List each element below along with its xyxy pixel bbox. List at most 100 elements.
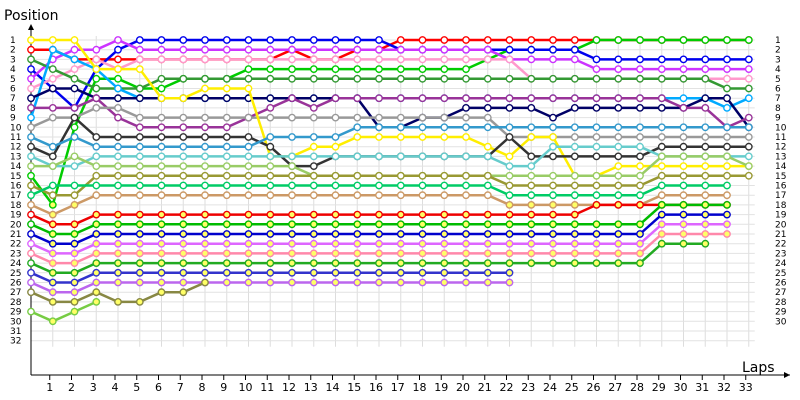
series-point (418, 65, 427, 74)
series-point (396, 74, 405, 83)
series-point (483, 142, 492, 151)
right-tick-label: 11 (775, 133, 786, 143)
y-tick-label: 25 (10, 269, 21, 279)
series-point (353, 36, 362, 44)
series-point (353, 74, 362, 83)
series-point (527, 74, 536, 83)
series-point (505, 278, 514, 287)
series-point (636, 152, 644, 161)
series-point (375, 55, 383, 64)
series-point (244, 55, 253, 64)
series-point (570, 230, 579, 238)
series-point (114, 133, 122, 141)
right-tick-label: 6 (775, 85, 781, 95)
series-point (27, 65, 35, 74)
right-tick-label: 30 (775, 317, 787, 327)
series-point (679, 200, 688, 209)
series-point (353, 133, 362, 141)
series-point (636, 171, 644, 180)
series-point (549, 200, 557, 209)
series-point (592, 239, 601, 248)
series-point (396, 94, 405, 103)
series-point (723, 104, 731, 112)
series-point (27, 142, 35, 151)
right-tick-label: 17 (775, 191, 786, 201)
series-point (309, 55, 318, 64)
series-point (418, 220, 427, 229)
x-tick-label: 10 (239, 381, 253, 394)
series-point (462, 239, 470, 248)
series-point (483, 210, 492, 219)
series-point (114, 84, 122, 93)
series-point (701, 55, 710, 64)
series-line (30, 106, 749, 139)
series-point (114, 259, 122, 267)
series-point (483, 104, 492, 112)
series-point (157, 55, 166, 64)
series-point (375, 239, 383, 248)
series-point (135, 36, 144, 44)
series-point (636, 104, 644, 112)
series-point (375, 268, 383, 277)
series-point (418, 123, 427, 132)
series-point (462, 268, 470, 277)
series-point (483, 278, 492, 287)
series-point (48, 200, 57, 209)
series-point (288, 181, 296, 190)
series-point (614, 249, 623, 258)
series-point (527, 181, 536, 190)
right-tick-label: 26 (775, 279, 787, 289)
series-point (331, 94, 340, 103)
series-13 (27, 123, 753, 151)
series-point (114, 45, 122, 54)
series-point (527, 162, 536, 171)
series-point (244, 191, 253, 200)
series-point (331, 191, 340, 200)
series-point (527, 210, 536, 219)
series-point (70, 297, 79, 306)
series-point (201, 171, 209, 180)
series-point (288, 36, 296, 44)
series-point (309, 259, 318, 267)
series-point (70, 191, 79, 200)
series-point (27, 55, 35, 64)
series-point (48, 181, 57, 190)
series-point (679, 230, 688, 238)
series-point (27, 94, 35, 103)
right-tick-label: 24 (775, 259, 787, 269)
series-point (570, 191, 579, 200)
series-point (331, 152, 340, 161)
series-point (201, 181, 209, 190)
y-axis-arrow (28, 24, 34, 30)
series-point (48, 113, 57, 122)
series-point (70, 288, 79, 297)
series-point (157, 220, 166, 229)
series-point (309, 113, 318, 122)
series-point (157, 36, 166, 44)
series-point (331, 171, 340, 180)
series-point (353, 55, 362, 64)
series-point (527, 230, 536, 238)
series-point (266, 249, 275, 258)
series-point (701, 162, 710, 171)
series-point (266, 210, 275, 219)
series-point (157, 142, 166, 151)
series-point (723, 123, 731, 132)
series-point (222, 181, 231, 190)
series-point (157, 249, 166, 258)
series-point (418, 171, 427, 180)
series-point (244, 84, 253, 93)
series-point (157, 94, 166, 103)
series-point (375, 94, 383, 103)
series-point (157, 74, 166, 83)
x-tick-label: 22 (500, 381, 514, 394)
series-point (375, 171, 383, 180)
y-tick-label: 27 (10, 288, 21, 298)
series-point (679, 36, 688, 44)
series-point (505, 171, 514, 180)
series-point (331, 181, 340, 190)
series-point (527, 200, 536, 209)
series-point (723, 133, 731, 141)
series-point (201, 191, 209, 200)
series-point (27, 210, 35, 219)
